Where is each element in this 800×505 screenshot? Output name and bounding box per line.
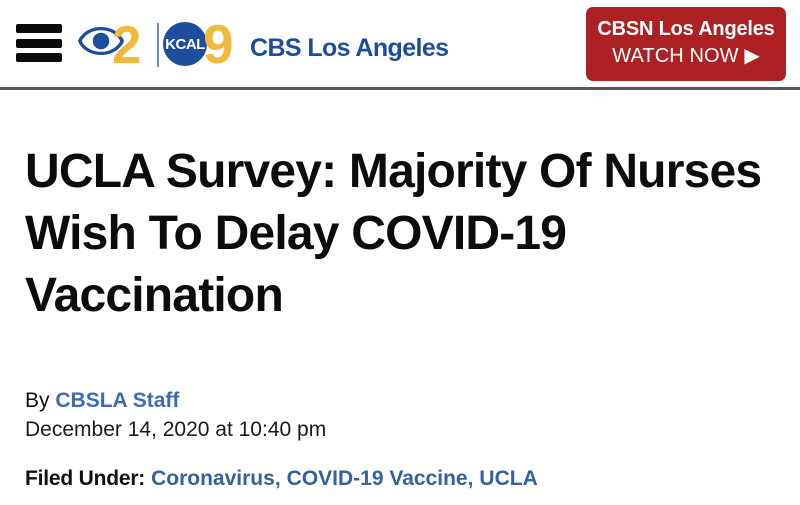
tag-separator-2: ,	[467, 467, 474, 490]
channel-number-9: 9	[203, 13, 234, 75]
tag-separator-1: ,	[274, 467, 281, 490]
header-divider	[0, 87, 800, 90]
kcal-badge: KCAL	[163, 22, 207, 66]
tag-link-coronavirus[interactable]: Coronavirus	[151, 467, 275, 490]
tag-link-ucla[interactable]: UCLA	[479, 467, 538, 490]
byline: By CBSLA Staff	[25, 387, 625, 415]
kcal-label: KCAL	[165, 35, 205, 53]
menu-bar-2	[16, 38, 62, 48]
cbs-eye-icon	[78, 26, 124, 56]
brand-name: CBS Los Angeles	[250, 34, 449, 62]
menu-bar-3	[16, 53, 62, 62]
filed-under-row: Filed Under: Coronavirus, COVID-19 Vaccine…	[25, 464, 538, 494]
cta-title: CBSN Los Angeles	[597, 18, 775, 40]
filed-under-label: Filed Under:	[25, 467, 146, 490]
byline-block: By CBSLA Staff December 14, 2020 at 10:4…	[25, 387, 625, 445]
cta-subtitle: WATCH NOW ▶	[586, 43, 786, 70]
logo-divider	[157, 23, 159, 67]
author-link[interactable]: CBSLA Staff	[55, 389, 180, 412]
tag-link-covid-19-vaccine[interactable]: COVID-19 Vaccine	[286, 467, 468, 490]
menu-bar-1	[16, 24, 62, 33]
site-logo[interactable]: 2 KCAL 9 CBS Los Angeles	[78, 13, 449, 75]
publish-timestamp: December 14, 2020 at 10:40 pm	[25, 418, 327, 441]
site-header: 2 KCAL 9 CBS Los Angeles CBSN Los Angele…	[0, 0, 800, 90]
byline-prefix: By	[25, 389, 50, 412]
play-triangle-icon: ▶	[744, 45, 760, 67]
page-title: UCLA Survey: Majority Of Nurses Wish To …	[25, 145, 762, 323]
channel-number-2: 2	[112, 16, 142, 75]
hamburger-menu-icon[interactable]	[16, 24, 62, 62]
watch-now-button[interactable]: CBSN Los Angeles WATCH NOW ▶	[586, 7, 786, 81]
cta-subtitle-text: WATCH NOW	[612, 45, 739, 67]
